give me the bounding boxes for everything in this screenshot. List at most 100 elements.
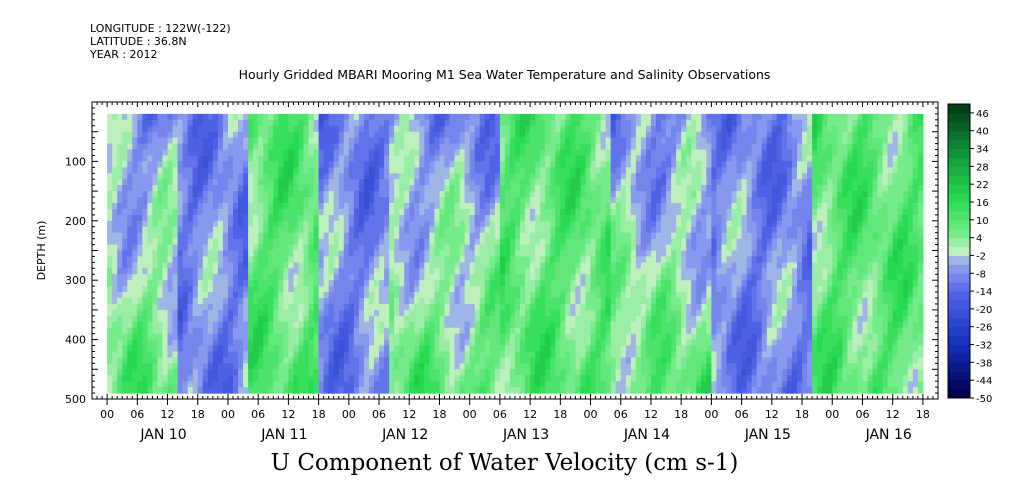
- heatmap-cell: [550, 262, 556, 269]
- heatmap-cell: [545, 202, 551, 210]
- heatmap-cell: [227, 387, 234, 394]
- heatmap-cell: [263, 298, 269, 305]
- heatmap-cell: [625, 214, 632, 222]
- heatmap-cell: [434, 357, 441, 364]
- heatmap-cell: [182, 161, 189, 168]
- heatmap-cell: [227, 191, 234, 198]
- heatmap-cell: [625, 256, 632, 263]
- heatmap-cell: [635, 167, 642, 174]
- heatmap-cell: [298, 185, 305, 192]
- heatmap-cell: [509, 387, 516, 394]
- heatmap-cell: [640, 149, 647, 157]
- heatmap-cell: [202, 185, 209, 192]
- heatmap-cell: [489, 137, 496, 145]
- heatmap-cell: [207, 369, 214, 376]
- heatmap-cell: [489, 375, 496, 382]
- heatmap-cell: [338, 191, 345, 198]
- heatmap-cell: [489, 333, 496, 341]
- heatmap-cell: [374, 309, 380, 317]
- heatmap-cell: [469, 375, 476, 382]
- heatmap-cell: [635, 131, 642, 139]
- heatmap-cell: [585, 149, 592, 157]
- heatmap-cell: [132, 387, 138, 394]
- heatmap-cell: [479, 197, 486, 204]
- heatmap-cell: [515, 226, 521, 234]
- heatmap-cell: [278, 185, 284, 192]
- heatmap-cell: [399, 333, 405, 341]
- heatmap-cell: [535, 351, 541, 359]
- heatmap-cell: [248, 339, 254, 347]
- heatmap-cell: [197, 274, 204, 281]
- heatmap-cell: [434, 226, 441, 234]
- heatmap-cell: [127, 369, 133, 376]
- heatmap-cell: [459, 238, 466, 246]
- heatmap-cell: [283, 375, 289, 382]
- heatmap-cell: [525, 202, 531, 210]
- heatmap-cell: [379, 262, 385, 269]
- heatmap-cell: [323, 274, 330, 281]
- heatmap-cell: [384, 274, 390, 281]
- heatmap-cell: [248, 262, 254, 269]
- heatmap-cell: [389, 202, 395, 210]
- heatmap-cell: [615, 208, 622, 216]
- heatmap-cell: [298, 387, 305, 394]
- heatmap-cell: [358, 333, 365, 341]
- heatmap-cell: [399, 381, 405, 388]
- heatmap-cell: [615, 268, 622, 275]
- heatmap-cell: [545, 167, 551, 174]
- heatmap-cell: [439, 125, 446, 133]
- heatmap-cell: [469, 256, 476, 263]
- heatmap-cell: [605, 369, 612, 376]
- heatmap-cell: [162, 262, 169, 269]
- heatmap-cell: [469, 345, 476, 353]
- heatmap-cell: [494, 161, 501, 168]
- heatmap-cell: [504, 202, 511, 210]
- heatmap-cell: [192, 125, 199, 133]
- heatmap-cell: [238, 238, 244, 246]
- heatmap-cell: [640, 161, 647, 168]
- heatmap-cell: [243, 250, 249, 258]
- heatmap-cell: [409, 173, 415, 180]
- heatmap-cell: [565, 345, 571, 353]
- heatmap-cell: [288, 202, 295, 210]
- heatmap-cell: [590, 381, 597, 388]
- heatmap-cell: [207, 256, 214, 263]
- heatmap-cell: [409, 280, 415, 287]
- heatmap-cell: [535, 155, 541, 162]
- heatmap-cell: [298, 113, 305, 121]
- heatmap-cell: [147, 173, 154, 180]
- heatmap-cell: [600, 238, 607, 246]
- heatmap-cell: [348, 155, 355, 162]
- heatmap-cell: [374, 143, 380, 151]
- heatmap-cell: [197, 143, 204, 151]
- heatmap-cell: [494, 238, 501, 246]
- heatmap-cell: [394, 137, 400, 145]
- heatmap-cell: [278, 292, 284, 299]
- heatmap-cell: [202, 369, 209, 376]
- heatmap-cell: [363, 185, 370, 192]
- heatmap-cell: [464, 333, 471, 341]
- heatmap-cell: [520, 244, 526, 252]
- heatmap-cell: [489, 119, 496, 127]
- heatmap-cell: [137, 250, 143, 258]
- heatmap-cell: [358, 113, 365, 121]
- heatmap-cell: [590, 244, 597, 252]
- heatmap-cell: [560, 351, 566, 359]
- heatmap-cell: [530, 131, 536, 139]
- heatmap-cell: [610, 303, 617, 311]
- heatmap-cell: [630, 375, 637, 382]
- heatmap-cell: [580, 214, 587, 222]
- heatmap-cell: [112, 167, 118, 174]
- heatmap-cell: [560, 303, 566, 311]
- heatmap-cell: [459, 197, 466, 204]
- heatmap-cell: [384, 167, 390, 174]
- heatmap-cell: [278, 167, 284, 174]
- heatmap-cell: [157, 298, 164, 305]
- heatmap-cell: [515, 119, 521, 127]
- heatmap-cell: [343, 339, 350, 347]
- heatmap-cell: [152, 292, 159, 299]
- heatmap-cell: [227, 125, 234, 133]
- heatmap-cell: [328, 345, 335, 353]
- heatmap-cell: [610, 113, 617, 121]
- heatmap-cell: [328, 143, 335, 151]
